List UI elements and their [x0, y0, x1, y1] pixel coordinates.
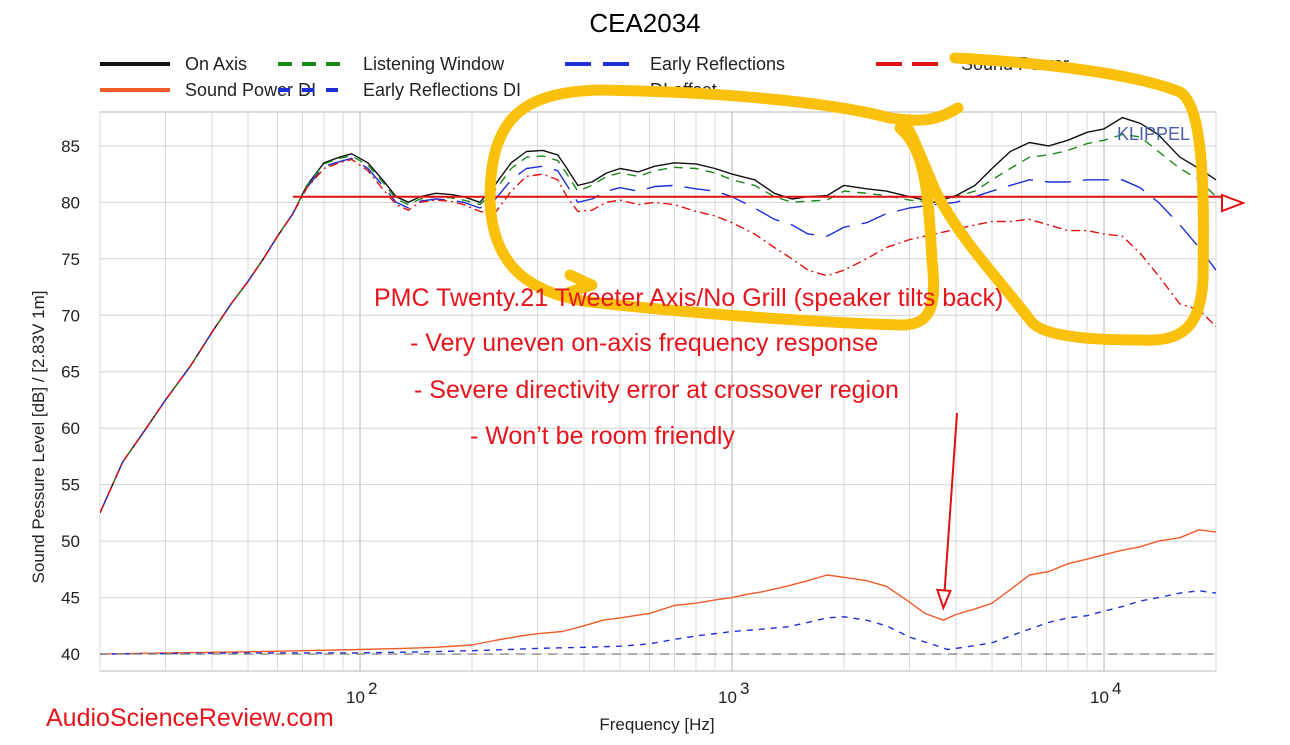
x-tick-labels: 10 2 10 3 10 4 [346, 679, 1121, 707]
legend-label: On Axis [185, 54, 247, 74]
annotations: PMC Twenty.21 Tweeter Axis/No Grill (spe… [292, 52, 1246, 611]
legend-label: Early Reflections [650, 54, 785, 74]
y-tick-label: 80 [61, 193, 80, 212]
note-line-4: - Won’t be room friendly [470, 422, 735, 450]
y-tick-label: 85 [61, 137, 80, 156]
y-tick-label: 60 [61, 419, 80, 438]
highlight-loop-right [899, 52, 1209, 346]
x-tick-label: 10 [1090, 688, 1109, 707]
y-tick-label: 45 [61, 589, 80, 608]
x-axis-label: Frequency [Hz] [599, 715, 714, 734]
y-tick-label: 70 [61, 306, 80, 325]
x-tick-label: 10 [346, 688, 365, 707]
series-on-axis [100, 116, 1216, 514]
y-tick-label: 55 [61, 476, 80, 495]
crossover-arrow-head [935, 588, 952, 611]
series-sound-power-di [100, 529, 1216, 655]
note-line-3: - Severe directivity error at crossover … [414, 376, 899, 404]
highlight-loop-left [484, 84, 964, 331]
chart-title: CEA2034 [589, 8, 700, 38]
series-early-reflections [100, 157, 1216, 514]
klippel-watermark: KLIPPEL [1117, 124, 1190, 144]
legend-label: Early Reflections DI [363, 80, 521, 100]
grid-major [100, 112, 1216, 671]
y-tick-label: 75 [61, 250, 80, 269]
x-tick-exponent: 2 [368, 679, 377, 698]
data-series [100, 116, 1216, 655]
site-watermark: AudioScienceReview.com [46, 704, 334, 732]
y-tick-label: 50 [61, 532, 80, 551]
note-line-2: - Very uneven on-axis frequency response [410, 329, 878, 357]
x-tick-exponent: 4 [1112, 679, 1121, 698]
highlight-loop-left-tail [564, 269, 598, 298]
note-line-1: PMC Twenty.21 Tweeter Axis/No Grill (spe… [374, 284, 1003, 312]
plot-area [99, 111, 1217, 672]
x-tick-label: 10 [718, 688, 737, 707]
legend-label: Listening Window [363, 54, 505, 74]
legend-label: Sound Power DI [185, 80, 316, 100]
y-axis-label: Sound Pessure Level [dB] / [2.83V 1m] [29, 291, 48, 584]
y-tick-labels: 40 45 50 55 60 65 70 75 80 85 [61, 137, 80, 664]
crossover-arrow-line [943, 412, 958, 594]
x-tick-exponent: 3 [740, 679, 749, 698]
y-tick-label: 65 [61, 363, 80, 382]
series-early-reflections-di [100, 590, 1216, 655]
reference-line-arrowhead [1221, 193, 1246, 213]
series-sound-power [100, 158, 1216, 514]
y-tick-label: 40 [61, 645, 80, 664]
